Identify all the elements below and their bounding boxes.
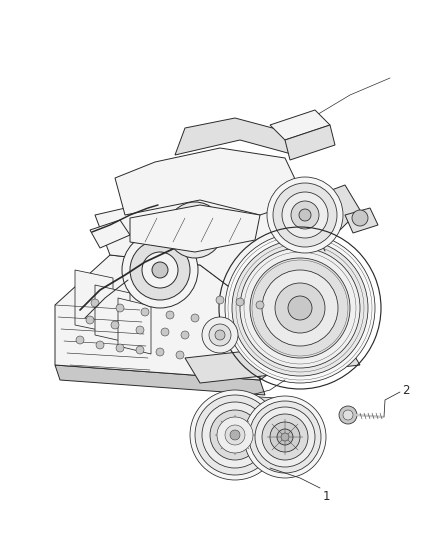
Circle shape <box>244 396 326 478</box>
Polygon shape <box>115 148 305 215</box>
Circle shape <box>288 296 312 320</box>
Circle shape <box>262 270 338 346</box>
Circle shape <box>191 314 199 322</box>
Circle shape <box>166 311 174 319</box>
Polygon shape <box>55 365 265 395</box>
Circle shape <box>116 344 124 352</box>
Circle shape <box>190 225 200 235</box>
Circle shape <box>181 331 189 339</box>
Circle shape <box>282 192 328 238</box>
Circle shape <box>240 248 360 368</box>
Polygon shape <box>95 285 130 343</box>
Circle shape <box>167 202 223 258</box>
Circle shape <box>343 410 353 420</box>
Circle shape <box>91 299 99 307</box>
Polygon shape <box>75 270 113 333</box>
Circle shape <box>352 210 368 226</box>
Circle shape <box>236 298 244 306</box>
Polygon shape <box>260 250 330 380</box>
Polygon shape <box>230 395 290 407</box>
Circle shape <box>250 258 350 358</box>
Circle shape <box>277 429 293 445</box>
Circle shape <box>225 425 245 445</box>
Circle shape <box>262 414 308 460</box>
Circle shape <box>122 232 198 308</box>
Circle shape <box>216 296 224 304</box>
Polygon shape <box>285 125 335 160</box>
Polygon shape <box>305 185 360 240</box>
Circle shape <box>230 430 240 440</box>
Polygon shape <box>175 118 295 155</box>
Circle shape <box>270 422 300 452</box>
Polygon shape <box>55 255 260 380</box>
Circle shape <box>175 210 215 250</box>
Circle shape <box>152 262 168 278</box>
Circle shape <box>215 330 225 340</box>
Circle shape <box>96 341 104 349</box>
Polygon shape <box>130 205 260 252</box>
Polygon shape <box>95 185 330 310</box>
Circle shape <box>256 301 264 309</box>
Polygon shape <box>118 298 151 354</box>
Circle shape <box>255 407 315 467</box>
Circle shape <box>249 401 321 473</box>
Circle shape <box>195 395 275 475</box>
Polygon shape <box>270 110 330 140</box>
Circle shape <box>339 406 357 424</box>
Circle shape <box>156 348 164 356</box>
Circle shape <box>76 336 84 344</box>
Circle shape <box>86 316 94 324</box>
Circle shape <box>202 317 238 353</box>
Circle shape <box>291 201 319 229</box>
Circle shape <box>275 283 325 333</box>
Polygon shape <box>90 220 130 248</box>
Circle shape <box>176 351 184 359</box>
Circle shape <box>130 240 190 300</box>
Circle shape <box>202 402 268 468</box>
Circle shape <box>136 346 144 354</box>
Circle shape <box>218 418 252 452</box>
Polygon shape <box>345 208 378 233</box>
Text: 2: 2 <box>402 384 410 397</box>
Circle shape <box>111 321 119 329</box>
Circle shape <box>141 308 149 316</box>
Circle shape <box>217 417 253 453</box>
Polygon shape <box>185 340 360 383</box>
Circle shape <box>209 324 231 346</box>
Circle shape <box>273 183 337 247</box>
Text: 1: 1 <box>323 490 331 503</box>
Circle shape <box>190 390 280 480</box>
Circle shape <box>142 252 178 288</box>
Circle shape <box>210 410 260 460</box>
Circle shape <box>267 177 343 253</box>
Circle shape <box>184 219 206 241</box>
Circle shape <box>299 209 311 221</box>
Circle shape <box>226 426 244 444</box>
Circle shape <box>136 326 144 334</box>
Circle shape <box>116 304 124 312</box>
Circle shape <box>232 240 368 376</box>
Circle shape <box>281 433 289 441</box>
Circle shape <box>161 328 169 336</box>
Circle shape <box>225 233 375 383</box>
